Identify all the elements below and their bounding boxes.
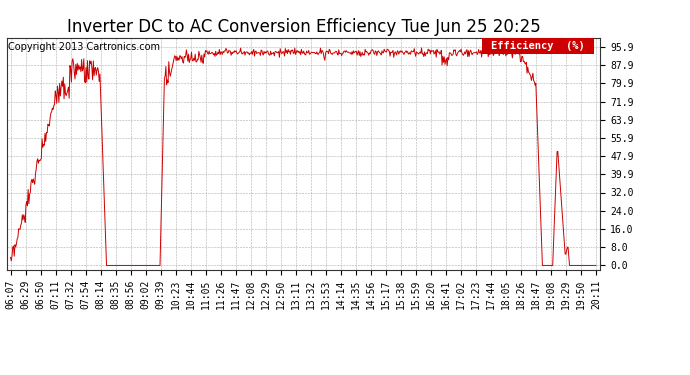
Text: Copyright 2013 Cartronics.com: Copyright 2013 Cartronics.com (8, 42, 160, 52)
Title: Inverter DC to AC Conversion Efficiency Tue Jun 25 20:25: Inverter DC to AC Conversion Efficiency … (67, 18, 540, 36)
